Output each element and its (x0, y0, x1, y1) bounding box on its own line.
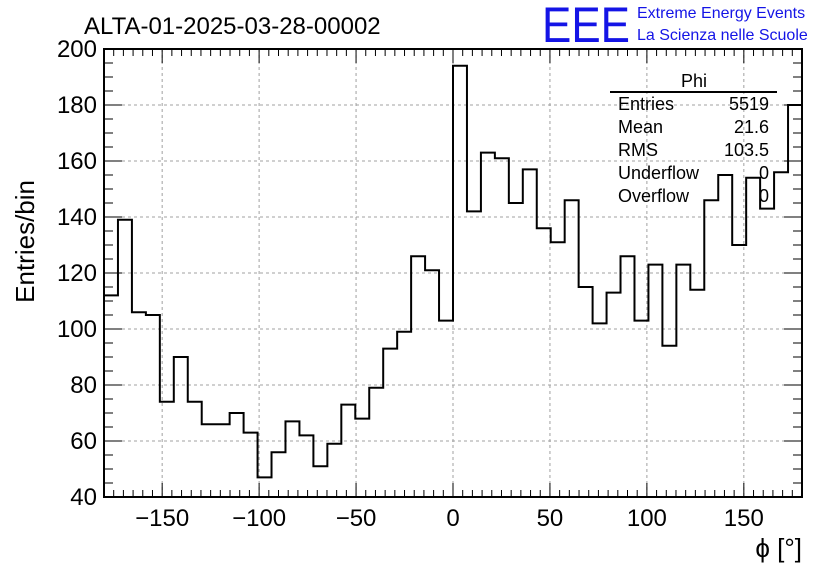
y-tick-label: 60 (70, 428, 97, 455)
stats-label: Overflow (618, 186, 690, 206)
eee-logo: EEE Extreme Energy Events La Scienza nel… (542, 0, 808, 53)
y-tick-labels: 40 60 80 100 120 140 160 180 200 (57, 36, 97, 511)
x-tick-labels: −150 −100 −50 0 50 100 150 (135, 505, 764, 532)
y-tick-label: 160 (57, 148, 97, 175)
y-axis-label: Entries/bin (10, 180, 40, 303)
x-tick-label: 150 (724, 505, 764, 532)
stats-title: Phi (681, 71, 707, 91)
stats-label: Underflow (618, 163, 700, 183)
axis-ticks (104, 48, 802, 498)
stats-label: Mean (618, 117, 663, 137)
stats-value: 21.6 (734, 117, 769, 137)
x-tick-label: −150 (135, 505, 189, 532)
histogram-line (104, 64, 802, 479)
x-tick-label: −100 (232, 505, 286, 532)
stats-label: Entries (618, 94, 674, 114)
x-tick-label: −50 (336, 505, 377, 532)
y-tick-label: 120 (57, 260, 97, 287)
chart-title: ALTA-01-2025-03-28-00002 (84, 13, 381, 40)
stats-value: 0 (759, 186, 769, 206)
y-tick-label: 100 (57, 316, 97, 343)
stats-value: 5519 (729, 94, 769, 114)
logo-line1: Extreme Energy Events (637, 5, 805, 22)
x-tick-label: 50 (537, 505, 564, 532)
logo-mark: EEE (542, 0, 630, 53)
y-tick-label: 40 (70, 484, 97, 511)
x-tick-label: 0 (446, 505, 459, 532)
stats-label: RMS (618, 140, 658, 160)
stats-value: 0 (759, 163, 769, 183)
logo-line2: La Scienza nelle Scuole (637, 27, 808, 44)
stats-box: Phi Entries 5519 Mean 21.6 RMS 103.5 Underflow… (610, 71, 777, 206)
y-tick-label: 200 (57, 36, 97, 63)
x-axis-label: ϕ [°] (755, 533, 802, 563)
x-tick-label: 100 (627, 505, 667, 532)
y-tick-label: 140 (57, 204, 97, 231)
y-tick-label: 180 (57, 92, 97, 119)
y-tick-label: 80 (70, 372, 97, 399)
stats-rows: Entries 5519 Mean 21.6 RMS 103.5 Underflow 0 Ove… (618, 94, 769, 206)
stats-value: 103.5 (724, 140, 769, 160)
